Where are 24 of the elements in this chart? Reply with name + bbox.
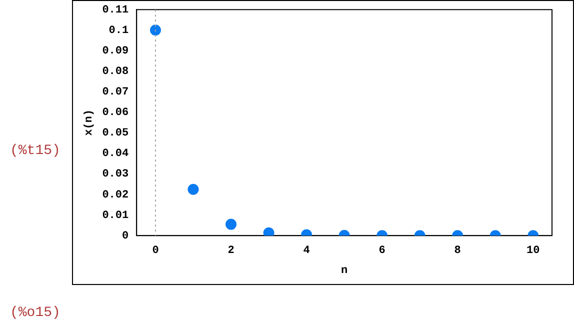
- x-tick-label: 8: [454, 244, 462, 257]
- point: [150, 24, 161, 36]
- x-tick-label: 6: [378, 244, 386, 257]
- x-tick-label: 0: [152, 244, 159, 257]
- y-tick-label: 0.07: [102, 86, 129, 99]
- y-tick-label: 0: [122, 230, 129, 242]
- y-axis-title: x(n): [83, 109, 96, 136]
- y-tick-label: 0.03: [102, 168, 129, 181]
- y-tick-label: 0.02: [102, 189, 129, 202]
- y-tick-label: 0.09: [102, 45, 129, 58]
- y-tick-label: 0.06: [102, 107, 129, 120]
- y-tick-label: 0.04: [102, 148, 129, 160]
- text: (%o15): [10, 305, 60, 321]
- x-tick-label: 10: [526, 244, 540, 257]
- x-tick-label: 2: [228, 244, 234, 257]
- y-tick-label: 0.08: [102, 66, 129, 78]
- y-tick-label: 0.05: [102, 128, 129, 140]
- text: (%t15): [10, 143, 60, 159]
- y-tick-label: 0.01: [102, 210, 129, 222]
- x-tick-label: 4: [303, 244, 310, 257]
- y-tick-label: 0.11: [102, 4, 129, 16]
- x-axis-title: n: [340, 265, 348, 278]
- y-tick-label: 0.1: [108, 24, 129, 37]
- point: [263, 227, 274, 236]
